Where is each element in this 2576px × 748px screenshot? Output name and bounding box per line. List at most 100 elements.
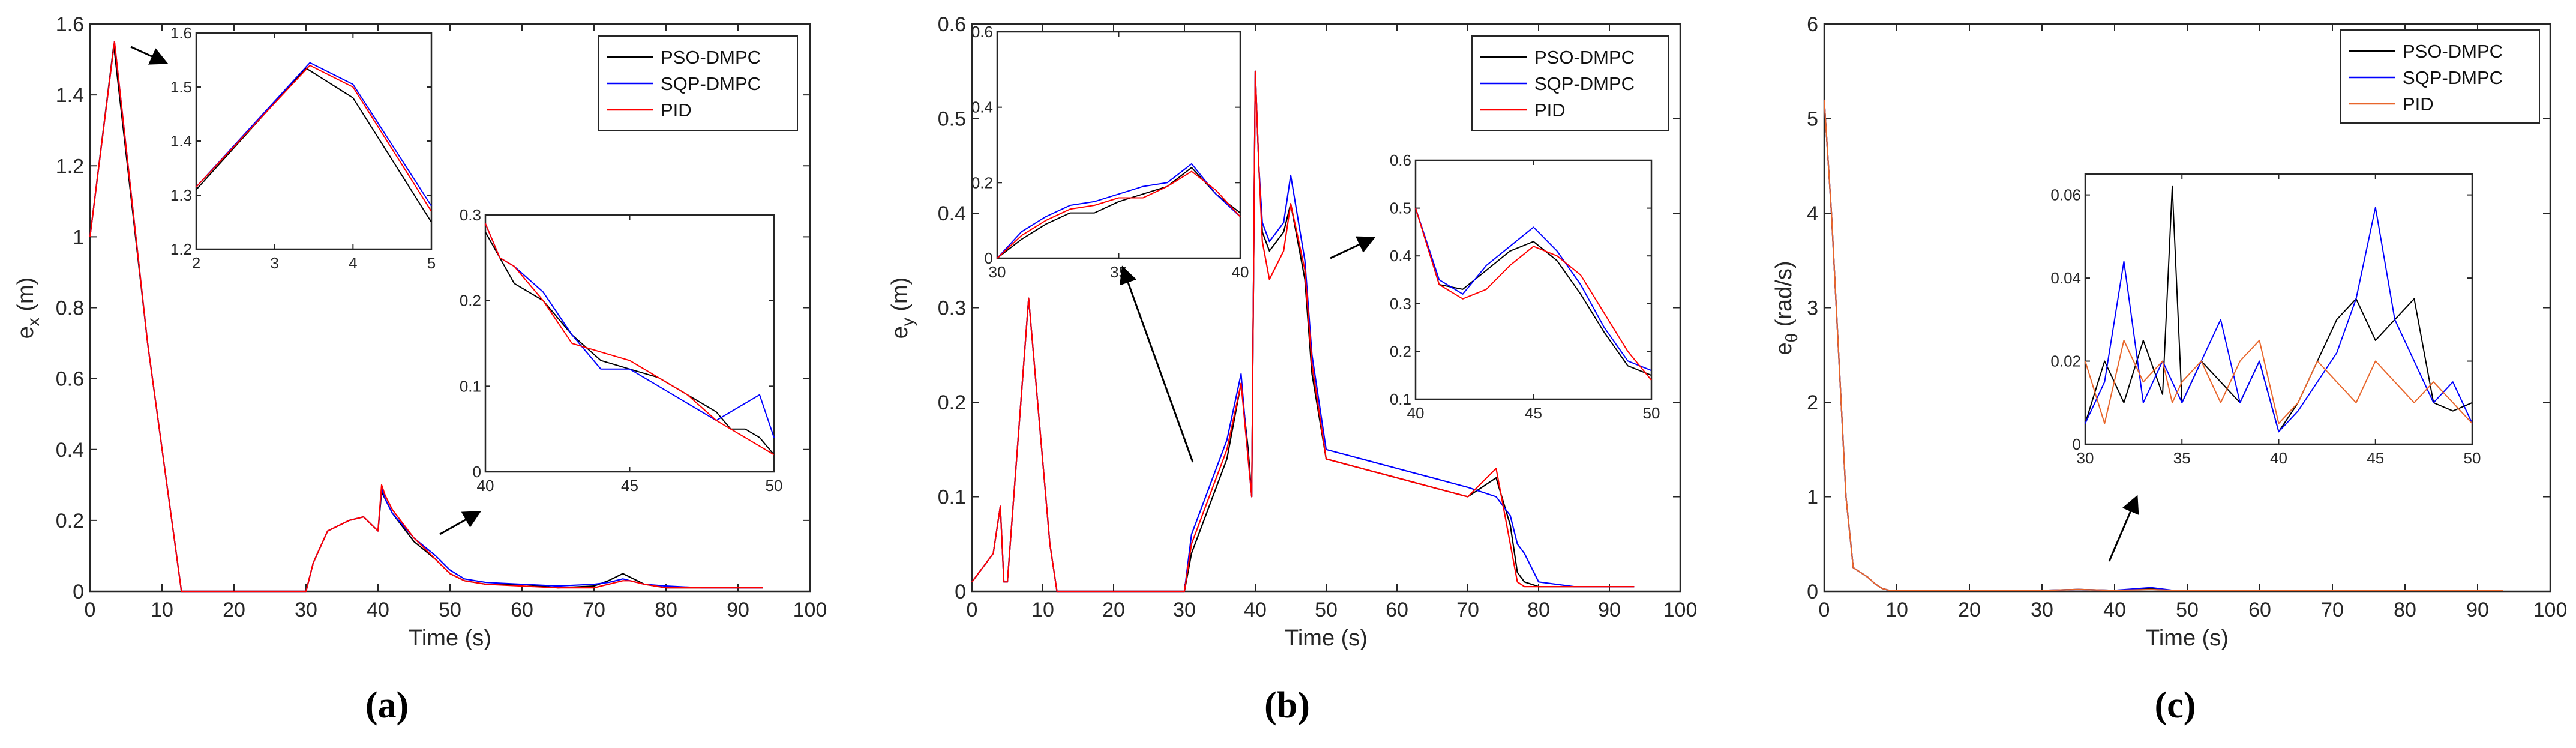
chart-0-inset1-xtick-label: 40	[477, 477, 494, 495]
chart-1-inset1-xtick-label: 40	[1407, 404, 1425, 422]
chart-1-main-xtick-label: 90	[1598, 599, 1621, 621]
chart-2-main-xtick-label: 60	[2248, 599, 2271, 621]
chart-1-inset1-xtick-label: 50	[1643, 404, 1660, 422]
chart-0-inset1-xtick-label: 50	[766, 477, 783, 495]
chart-2-main-xtick-label: 80	[2394, 599, 2416, 621]
chart-0-main-xtick-label: 70	[583, 599, 605, 621]
panel-label-a: (a)	[365, 685, 409, 726]
chart-0-main-ytick-label: 0	[73, 581, 84, 603]
chart-1-xlabel: Time (s)	[1285, 626, 1368, 651]
chart-1-legend-label-pid: PID	[1534, 100, 1566, 121]
chart-1-inset0-series-sqp-dmpc	[997, 163, 1241, 259]
chart-0-main-xtick-label: 20	[223, 599, 245, 621]
chart-2-legend-label-sqp-dmpc: SQP-DMPC	[2403, 67, 2503, 88]
chart-2-main-xtick-label: 50	[2176, 599, 2199, 621]
chart-1-main-xtick-label: 80	[1527, 599, 1550, 621]
chart-2-main-xtick-label: 40	[2103, 599, 2126, 621]
chart-0-inset0-ytick-label: 1.6	[170, 24, 192, 42]
chart-0-inset0-xtick-label: 4	[349, 254, 357, 272]
chart-1-inset0-ytick-label: 0.4	[971, 98, 993, 116]
chart-0-inset0-frame	[195, 32, 433, 250]
chart-1-main-xtick-label: 100	[1663, 599, 1698, 621]
chart-2-main-xtick-label: 10	[1885, 599, 1908, 621]
chart-1-ylabel-unit: (m)	[887, 277, 913, 318]
chart-2-legend: PSO-DMPC SQP-DMPC PID	[2340, 29, 2540, 124]
chart-0-main-ytick-label: 1.2	[56, 155, 84, 178]
chart-0-inset1-ytick-label: 0.2	[460, 292, 481, 310]
chart-0-inset1: 40 45 50 0 0.1 0.2 0.3	[460, 206, 783, 495]
chart-0-main-xtick-label: 50	[439, 599, 461, 621]
chart-2-inset0-xtick-label: 40	[2270, 449, 2287, 467]
charts-layer: 0 10 20 30 40 50 60 70 80 90 10000.20.40.60.811.21…	[13, 13, 2567, 651]
panel-label-b: (b)	[1264, 685, 1310, 726]
chart-0-inset0-ytick-label: 1.5	[170, 78, 192, 96]
chart-0-inset0-series-sqp-dmpc	[196, 62, 432, 207]
chart-0-main-ytick-label: 1.6	[56, 13, 84, 36]
chart-1-main-xtick-label: 10	[1031, 599, 1054, 621]
panel-label-c: (c)	[2154, 685, 2196, 726]
chart-2-inset0-ytick-label: 0.04	[2050, 269, 2081, 287]
chart-0-main-xtick-label: 40	[367, 599, 389, 621]
chart-0-main-xtick-label: 90	[727, 599, 749, 621]
chart-1-inset1-ytick-label: 0.5	[1390, 199, 1411, 217]
chart-1-inset1-series-pid	[1415, 208, 1652, 381]
chart-1-main-ytick-label: 0.3	[938, 297, 966, 320]
chart-1-inset0-xtick-label: 40	[1232, 263, 1249, 281]
chart-0-inset1-series-pso-dmpc	[485, 232, 775, 456]
chart-1-inset0-ytick-label: 0.6	[971, 23, 993, 41]
chart-2-legend-box	[2340, 29, 2540, 124]
chart-2-main-ytick-label: 4	[1807, 202, 1818, 225]
chart-2-inset0-xtick-label: 50	[2464, 449, 2481, 467]
chart-2-main-ytick-label: 3	[1807, 297, 1818, 320]
chart-1-main-ytick-label: 0.4	[938, 202, 966, 225]
chart-0-inset1-ytick-label: 0.1	[460, 377, 481, 395]
chart-1-inset0-ytick-label: 0.2	[971, 173, 993, 192]
chart-2-ylabel-unit: (rad/s)	[1771, 261, 1797, 333]
chart-0-inset1-ytick-label: 0.3	[460, 206, 481, 224]
chart-1-zoom-arrow	[1330, 236, 1376, 259]
chart-2-inset0-xtick-label: 30	[2077, 449, 2094, 467]
chart-1-legend: PSO-DMPC SQP-DMPC PID	[1471, 35, 1669, 131]
chart-0-inset0-ytick-label: 1.3	[170, 186, 192, 204]
chart-1-main-ytick-label: 0	[955, 581, 966, 603]
chart-1-main-ytick-label: 0.2	[938, 391, 966, 414]
chart-2-main-xtick-label: 20	[1958, 599, 1981, 621]
chart-1-ylabel-base: e	[887, 326, 913, 339]
chart-1-main-xtick-label: 20	[1102, 599, 1125, 621]
chart-2-inset0-ytick-label: 0	[2073, 435, 2081, 453]
chart-0-main-ytick-label: 1.4	[56, 84, 84, 107]
chart-0-ylabel-unit: (m)	[13, 277, 38, 318]
chart-2-inset0-series-pid	[2085, 339, 2473, 424]
chart-2-main-ytick-label: 2	[1807, 391, 1818, 414]
chart-2-main-xtick-label: 0	[1819, 599, 1830, 621]
chart-0-inset1-series-sqp-dmpc	[485, 223, 775, 438]
chart-1-inset1-ytick-label: 0.3	[1390, 295, 1411, 313]
chart-0-inset1-xtick-label: 45	[621, 477, 638, 495]
chart-0-legend-label-pid: PID	[661, 100, 692, 121]
chart-2-ylabel-sub: θ	[1782, 333, 1801, 343]
chart-2-main-series-pid	[1823, 99, 2503, 591]
chart-0-ylabel-sub: x	[24, 318, 43, 326]
chart-0-main-ytick-label: 1	[73, 226, 84, 249]
chart-0-legend: PSO-DMPC SQP-DMPC PID	[598, 35, 798, 131]
chart-1-inset1-series-sqp-dmpc	[1415, 208, 1652, 372]
chart-2-main-xtick-label: 30	[2031, 599, 2053, 621]
chart-2-inset0-frame	[2084, 173, 2473, 445]
chart-0-main-ytick-label: 0.6	[56, 368, 84, 391]
chart-2-inset0-xtick-label: 35	[2173, 449, 2191, 467]
chart-1-main-xtick-label: 50	[1315, 599, 1338, 621]
chart-0-legend-label-sqp-dmpc: SQP-DMPC	[661, 73, 761, 94]
chart-1-main-xtick-label: 40	[1244, 599, 1267, 621]
chart-1-main-xtick-label: 60	[1386, 599, 1408, 621]
chart-0-main-xtick-label: 10	[151, 599, 173, 621]
chart-0-ylabel-base: e	[13, 326, 38, 339]
chart-0-main-xtick-label: 80	[655, 599, 677, 621]
chart-0-main-xtick-label: 100	[793, 599, 827, 621]
chart-2-zoom-arrow	[2108, 495, 2139, 562]
chart-2-xlabel: Time (s)	[2146, 626, 2229, 651]
chart-2-inset0-ytick-label: 0.02	[2050, 352, 2081, 370]
chart-1-inset1-ytick-label: 0.4	[1390, 247, 1411, 265]
chart-2-inset0: 30 35 40 45 50 0 0.02 0.04 0.06	[2050, 173, 2481, 467]
